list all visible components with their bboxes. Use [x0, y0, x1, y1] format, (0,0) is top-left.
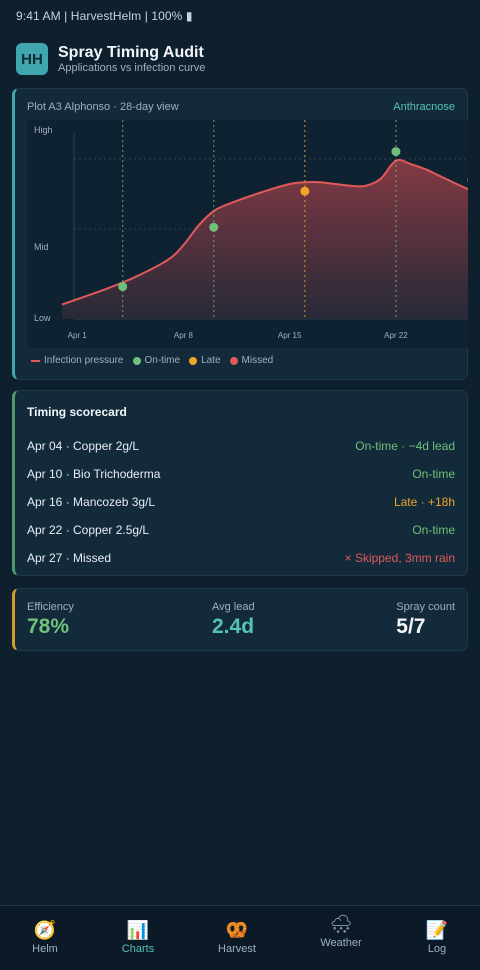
- compass-icon: 🧭: [33, 920, 57, 940]
- nav-label-weather: Weather: [320, 937, 362, 949]
- infection-pressure-line: [61, 158, 468, 306]
- infection-pressure-area: [62, 159, 468, 319]
- efficiency-stat: Efficiency 78%: [27, 601, 74, 640]
- x-tick-label: Apr 8: [174, 331, 194, 340]
- avg-lead-label: Avg lead: [212, 601, 255, 613]
- nav-label-charts: Charts: [121, 943, 155, 955]
- spray-application: Apr 16 · Mancozeb 3g/L: [27, 495, 156, 509]
- bar-chart-icon: 📊: [126, 920, 150, 940]
- x-tick-label: Apr 22: [384, 331, 408, 340]
- header-titles: Spray Timing Audit Applications vs infec…: [58, 43, 205, 75]
- pretzel-icon: 🥨: [225, 920, 249, 940]
- legend-swatch-late: [189, 356, 198, 365]
- x-tick-label: Apr 15: [278, 331, 302, 340]
- y-tick-label: Mid: [34, 242, 49, 252]
- scorecard-row[interactable]: Apr 04 · Copper 2g/L On-time · −4d lead: [27, 432, 455, 460]
- legend-label-on-time: On-time: [144, 355, 181, 366]
- timing-scorecard: Timing scorecard Apr 04 · Copper 2g/L On…: [12, 390, 468, 576]
- page-subtitle: Applications vs infection curve: [58, 62, 206, 74]
- status-bar: 9:41 AM | HarvestHelm | 100% ▮: [16, 9, 193, 23]
- spray-marker-on-time: [391, 147, 401, 157]
- spray-status: × Skipped, 3mm rain: [344, 551, 455, 565]
- scorecard-title: Timing scorecard: [27, 405, 127, 419]
- nav-label-helm: Helm: [32, 943, 58, 955]
- nav-item-charts[interactable]: 📊 Charts: [106, 906, 170, 970]
- nav-item-log[interactable]: 📝 Log: [405, 906, 469, 970]
- legend-item-missed: Missed: [229, 355, 274, 366]
- nav-label-log: Log: [427, 943, 447, 955]
- scorecard-rows: Apr 04 · Copper 2g/L On-time · −4d lead …: [27, 432, 455, 572]
- chart-header: Plot A3 Alphonso · 28-day view Anthracno…: [27, 101, 455, 113]
- efficiency-label: Efficiency: [27, 601, 74, 613]
- scorecard-row[interactable]: Apr 16 · Mancozeb 3g/L Late · +18h: [27, 488, 455, 516]
- spray-marker-late: [300, 186, 310, 196]
- spray-marker-missed: [467, 178, 468, 183]
- y-tick-label: High: [34, 125, 53, 135]
- spray-application: Apr 22 · Copper 2.5g/L: [27, 523, 150, 537]
- scorecard-row[interactable]: Apr 10 · Bio Trichoderma On-time: [27, 460, 455, 488]
- legend-item-late: Late: [189, 355, 221, 366]
- app-header: HH Spray Timing Audit Applications vs in…: [16, 43, 205, 75]
- y-axis-labels: High Mid Low: [34, 125, 53, 323]
- legend-swatch-pressure: [31, 359, 40, 362]
- snow-cloud-icon: 🌨: [329, 914, 353, 934]
- spray-status: On-time · −4d lead: [355, 439, 455, 453]
- scorecard-row[interactable]: Apr 27 · Missed × Skipped, 3mm rain: [27, 544, 455, 572]
- legend-swatch-on-time: [132, 356, 141, 365]
- spray-application: Apr 10 · Bio Trichoderma: [27, 467, 161, 481]
- spray-count-label: Spray count: [396, 601, 455, 613]
- spray-count-stat: Spray count 5/7: [396, 601, 455, 640]
- legend-label-missed: Missed: [241, 355, 274, 366]
- chart-legend: Infection pressure On-time Late Missed: [31, 355, 282, 366]
- scorecard-row[interactable]: Apr 22 · Copper 2.5g/L On-time: [27, 516, 455, 544]
- spray-marker-on-time: [118, 282, 128, 292]
- nav-item-helm[interactable]: 🧭 Helm: [13, 906, 77, 970]
- spray-status: Late · +18h: [393, 495, 455, 509]
- spray-status: On-time: [412, 467, 455, 481]
- app-logo: HH: [16, 43, 48, 75]
- disease-tag[interactable]: Anthracnose: [393, 101, 455, 113]
- page-title: Spray Timing Audit: [58, 44, 204, 61]
- x-tick-label: Apr 1: [68, 331, 88, 340]
- spray-count-value: 5/7: [396, 615, 426, 638]
- y-tick-label: Low: [34, 313, 51, 323]
- memo-icon: 📝: [425, 920, 449, 940]
- nav-item-harvest[interactable]: 🥨 Harvest: [205, 906, 269, 970]
- avg-lead-value: 2.4d: [212, 615, 255, 638]
- spray-application: Apr 04 · Copper 2g/L: [27, 439, 140, 453]
- legend-item-on-time: On-time: [132, 355, 181, 366]
- legend-label-pressure: Infection pressure: [44, 355, 124, 366]
- nav-label-harvest: Harvest: [218, 943, 256, 955]
- spray-application: Apr 27 · Missed: [27, 551, 112, 565]
- plot-label: Plot A3 Alphonso · 28-day view: [27, 101, 179, 113]
- nav-item-weather[interactable]: 🌨 Weather: [309, 906, 373, 970]
- infection-chart-card: Plot A3 Alphonso · 28-day view Anthracno…: [12, 88, 468, 380]
- efficiency-value: 78%: [27, 615, 70, 638]
- summary-stats-card: Efficiency 78% Avg lead 2.4d Spray count…: [12, 588, 468, 651]
- chart-area-layer: [61, 158, 468, 319]
- bottom-nav: 🧭 Helm 📊 Charts 🥨 Harvest 🌨 Weather 📝 Lo…: [0, 905, 480, 970]
- legend-swatch-missed: [229, 356, 238, 365]
- legend-item-pressure: Infection pressure: [31, 355, 124, 366]
- legend-label-late: Late: [201, 355, 221, 366]
- spray-marker-layer: [118, 147, 468, 292]
- spray-status: On-time: [412, 523, 455, 537]
- spray-marker-on-time: [209, 222, 219, 232]
- avg-lead-stat: Avg lead 2.4d: [212, 601, 255, 640]
